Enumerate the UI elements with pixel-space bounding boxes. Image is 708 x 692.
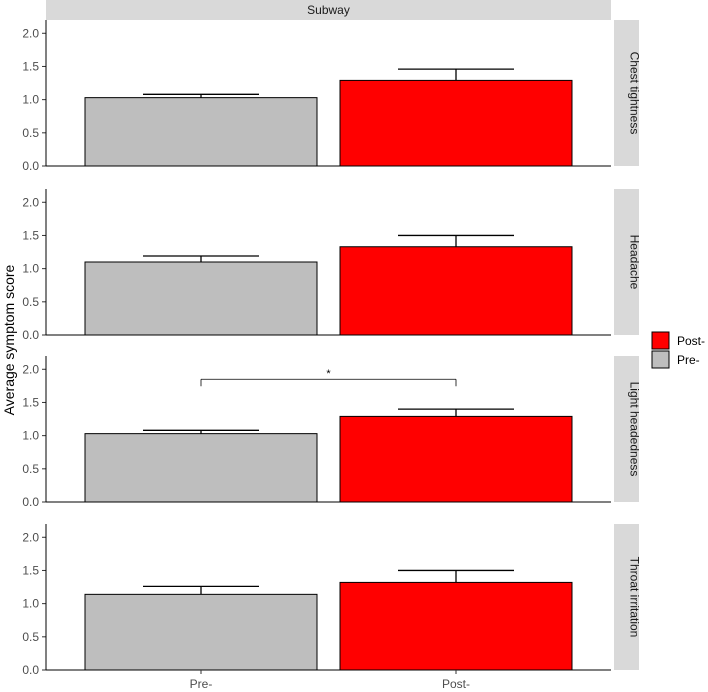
- y-tick-label: 2.0: [22, 362, 39, 376]
- x-tick-label: Post-: [442, 677, 470, 691]
- y-tick-label: 2.0: [22, 195, 39, 209]
- facet-strip: [614, 356, 639, 502]
- bar-pre: [84, 433, 318, 503]
- y-tick-label: 1.0: [22, 597, 39, 611]
- y-tick-label: 1.0: [22, 93, 39, 107]
- y-tick-label: 2.0: [22, 26, 39, 40]
- y-tick-label: 1.5: [22, 59, 39, 73]
- facet-strip-label: Headache: [628, 235, 642, 290]
- legend-swatch: [651, 350, 670, 369]
- y-tick-label: 0.0: [22, 495, 39, 509]
- column-strip: [46, 0, 611, 20]
- bar-pre: [84, 97, 318, 167]
- legend-label: Post-: [677, 334, 705, 348]
- y-tick-label: 1.0: [22, 262, 39, 276]
- facet-strip-label: Throat irritation: [628, 557, 642, 638]
- column-strip-label: Subway: [307, 3, 350, 17]
- legend-label: Pre-: [677, 353, 700, 367]
- y-tick-label: 0.5: [22, 630, 39, 644]
- legend-swatch: [651, 331, 670, 350]
- bar-post: [339, 415, 573, 503]
- facet-strip: [614, 20, 639, 166]
- y-axis-title: Average symptom score: [1, 264, 17, 415]
- y-tick-label: 1.5: [22, 228, 39, 242]
- y-tick-label: 1.0: [22, 429, 39, 443]
- bar-post: [339, 246, 573, 336]
- bar-post: [339, 581, 573, 671]
- y-tick-label: 2.0: [22, 530, 39, 544]
- bar-pre: [84, 593, 318, 671]
- facet-strip-label: Chest tightness: [628, 52, 642, 135]
- bar-pre: [84, 261, 318, 336]
- x-tick-label: Pre-: [190, 677, 213, 691]
- y-tick-label: 1.5: [22, 395, 39, 409]
- y-tick-label: 0.5: [22, 295, 39, 309]
- bar-post: [339, 79, 573, 167]
- y-tick-label: 0.0: [22, 159, 39, 173]
- facet-strip-label: Light headedness: [628, 382, 642, 477]
- facet-strip: [614, 524, 639, 670]
- y-tick-label: 0.0: [22, 663, 39, 677]
- y-tick-label: 0.5: [22, 462, 39, 476]
- y-tick-label: 0.5: [22, 126, 39, 140]
- facet-strip: [614, 189, 639, 335]
- y-tick-label: 0.0: [22, 328, 39, 342]
- significance-label: *: [326, 368, 331, 380]
- y-tick-label: 1.5: [22, 563, 39, 577]
